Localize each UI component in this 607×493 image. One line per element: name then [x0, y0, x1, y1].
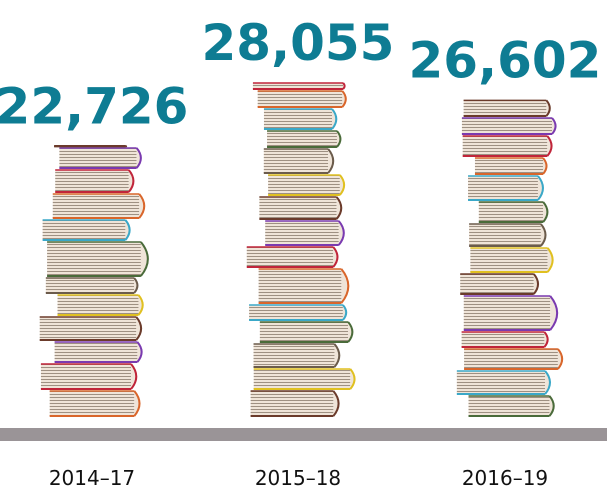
- book-spine: [139, 194, 144, 218]
- book-pages: [58, 295, 139, 315]
- book-pages: [264, 109, 332, 129]
- book-spine: [333, 247, 337, 267]
- book-pages: [479, 202, 543, 222]
- book-pages: [41, 364, 131, 389]
- book-spine: [538, 176, 543, 200]
- book-pages: [267, 131, 337, 147]
- book-pages: [469, 396, 550, 416]
- book-pages: [251, 391, 334, 416]
- book-pages: [265, 221, 339, 245]
- book-pages: [260, 322, 348, 342]
- book-stack: [450, 99, 562, 417]
- book-spine: [549, 396, 553, 416]
- book-spine: [125, 220, 129, 240]
- book-spine: [134, 278, 137, 293]
- book-spine: [348, 322, 352, 342]
- book-pages: [53, 194, 139, 218]
- book-spine: [337, 131, 340, 147]
- book-spine: [342, 91, 345, 107]
- book-spine: [543, 158, 546, 174]
- book-spine: [328, 149, 333, 173]
- book-pages: [470, 248, 547, 272]
- book-pages: [468, 176, 538, 200]
- book-pages: [254, 369, 351, 389]
- book-pages: [249, 305, 343, 320]
- book-pages: [462, 332, 545, 347]
- book-spine: [339, 221, 344, 245]
- book-stack: [243, 82, 355, 417]
- book-spine: [137, 342, 141, 362]
- book-spine: [558, 349, 562, 369]
- book-pages: [247, 247, 333, 267]
- book-pages: [43, 220, 126, 240]
- book-spine: [548, 248, 553, 272]
- book-spine: [129, 170, 134, 192]
- book-pages: [55, 170, 129, 192]
- book-pages: [460, 274, 534, 294]
- book-spine: [550, 296, 557, 330]
- book-pages: [268, 175, 340, 195]
- chart: 2014–17 22,726 2015–18 28,055 2016–19 26,602: [0, 0, 607, 493]
- book-pages: [475, 158, 543, 174]
- book-spine: [543, 202, 547, 222]
- book-spine: [134, 391, 139, 416]
- book-spine: [343, 305, 346, 320]
- book-spine: [137, 148, 141, 168]
- book-pages: [47, 242, 141, 276]
- book-pages: [254, 344, 335, 367]
- book-pages: [464, 296, 550, 330]
- book-pages: [469, 224, 541, 246]
- book-spine: [534, 274, 538, 294]
- book-spine: [141, 242, 148, 276]
- book-spine: [544, 332, 547, 347]
- book-spine: [546, 100, 549, 116]
- book-pages: [259, 197, 336, 219]
- book-pages: [258, 91, 343, 107]
- book-spine: [136, 317, 141, 340]
- book-spine: [340, 175, 344, 195]
- book-pages: [457, 371, 545, 394]
- book-pages: [464, 100, 547, 116]
- book-spine: [332, 109, 336, 129]
- book-pages: [55, 342, 138, 362]
- book-spine: [337, 197, 342, 219]
- ground: [0, 428, 607, 441]
- book-pages: [40, 317, 137, 340]
- book-spine: [341, 269, 348, 303]
- x-tick-label: 2016–19: [462, 466, 548, 490]
- book-pages: [463, 136, 548, 156]
- book-spine: [545, 371, 550, 394]
- book-spine: [547, 136, 551, 156]
- value-label: 26,602: [409, 31, 602, 89]
- book-pages: [259, 269, 342, 303]
- x-tick-label: 2015–18: [255, 466, 341, 490]
- book-pages: [50, 391, 135, 416]
- book-spine: [334, 344, 339, 367]
- book-pages: [46, 278, 134, 293]
- book-spine: [552, 118, 555, 134]
- book-spine: [333, 391, 338, 416]
- x-tick-label: 2014–17: [49, 466, 135, 490]
- book-pages: [464, 349, 558, 369]
- value-label: 22,726: [0, 78, 188, 136]
- book-spine: [131, 364, 136, 389]
- book-spine: [350, 369, 354, 389]
- book-pages: [59, 148, 136, 168]
- book-pages: [462, 118, 552, 134]
- value-label: 28,055: [202, 14, 395, 72]
- book-pages: [264, 149, 328, 173]
- book-spine: [138, 295, 142, 315]
- book-stack: [37, 146, 148, 417]
- book-spine: [541, 224, 546, 246]
- book-spine: [343, 83, 345, 89]
